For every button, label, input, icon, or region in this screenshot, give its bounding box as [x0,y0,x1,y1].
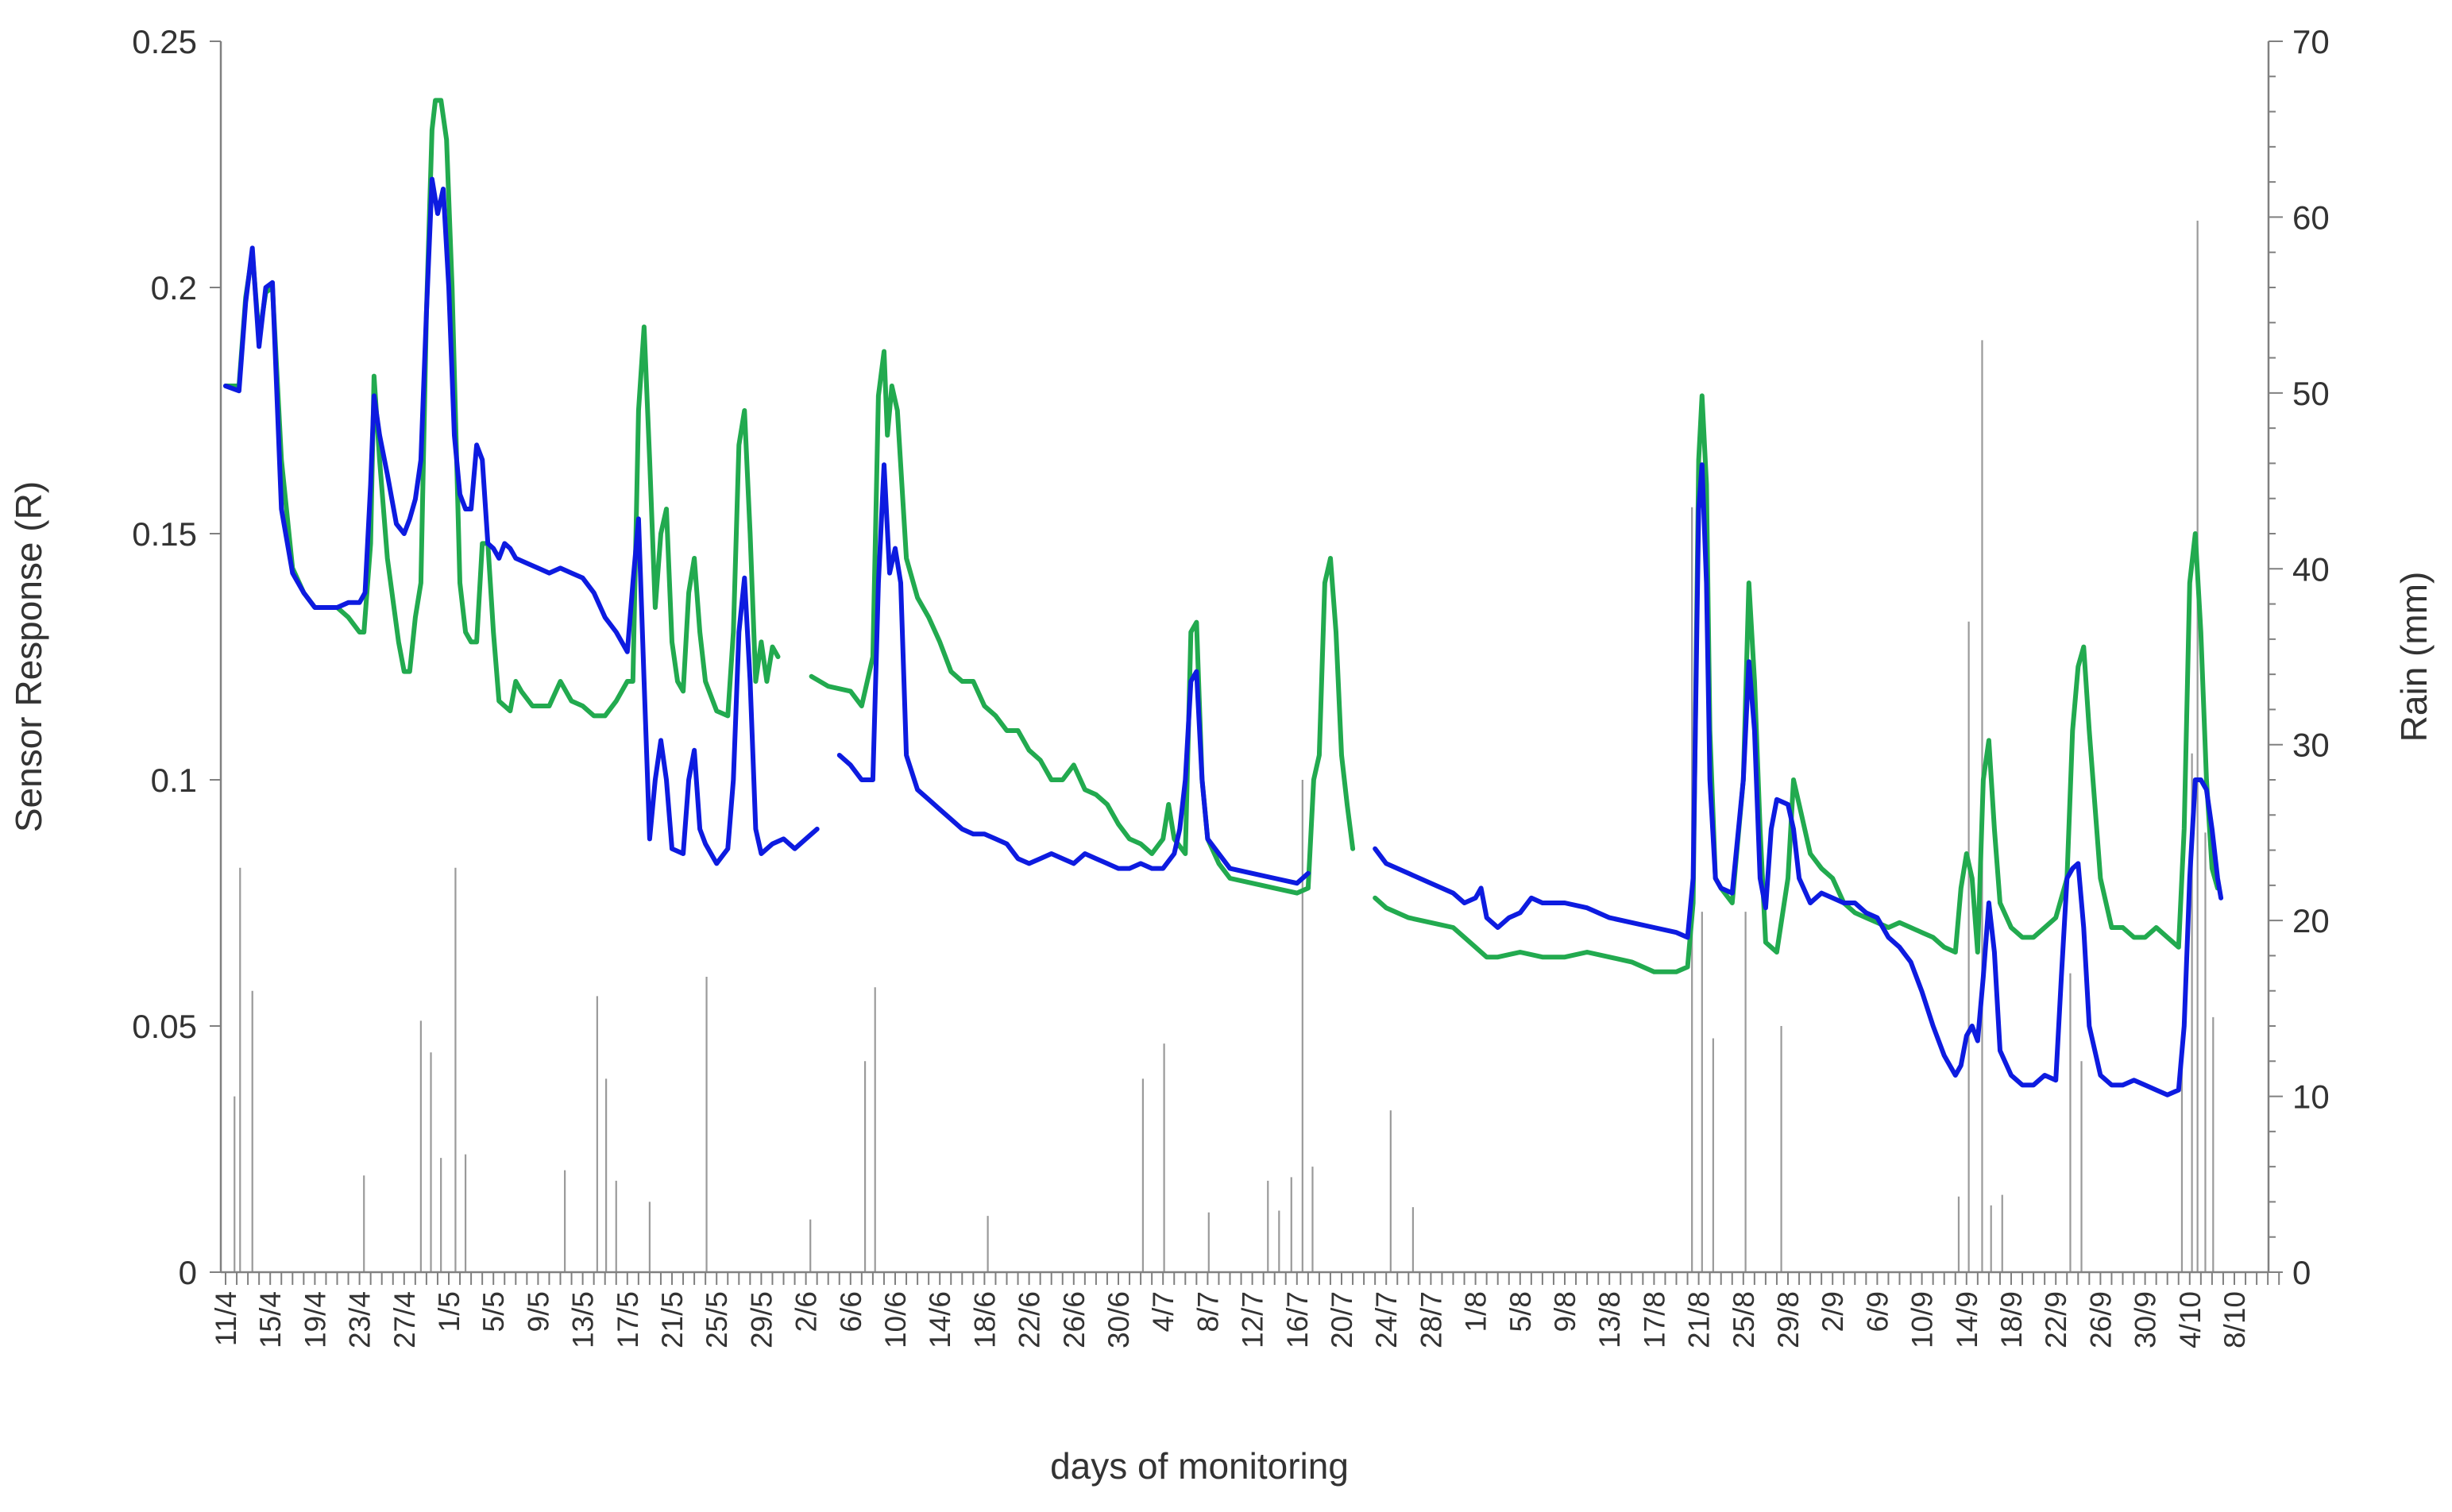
axes [219,41,2270,1274]
x-tick-label: 13/5 [567,1291,600,1348]
x-tick-label: 27/4 [388,1291,421,1348]
series-lines [223,98,2224,1097]
x-tick-label: 18/9 [1995,1291,2028,1348]
x-tick-label: 12/7 [1237,1291,1269,1348]
x-tick-label: 13/8 [1593,1291,1626,1348]
y-axis-title: Sensor Response (R) [8,481,49,832]
x-tick-label: 22/6 [1014,1291,1046,1348]
x-tick-label: 29/5 [745,1291,778,1348]
x-tick-label: 24/7 [1370,1291,1403,1348]
x-tick-label: 21/8 [1683,1291,1716,1348]
x-tick-label: 26/6 [1058,1291,1091,1348]
x-tick-label: 2/9 [1817,1291,1849,1332]
x-axis-title: days of monitoring [1050,1445,1349,1487]
x-tick-label: 25/5 [701,1291,733,1348]
x-tick-label: 22/9 [2040,1291,2072,1348]
y2-tick-label: 30 [2292,727,2330,764]
x-tick-label: 10/9 [1906,1291,1939,1348]
y2-tick-label: 50 [2292,375,2330,412]
x-axis-ticks: 11/4 15/4 19/4 23/4 27/4 1/5 5/5 9/5 13/5 17/5 21/… [210,1272,2280,1348]
y-tick-label: 0.1 [151,762,197,799]
series-2-line [223,176,820,866]
x-tick-label: 6/9 [1861,1291,1894,1332]
y-tick-label: 0.15 [132,515,197,553]
rain-bars [234,220,2215,1272]
x-tick-label: 30/6 [1102,1291,1135,1348]
x-tick-label: 19/4 [299,1291,331,1348]
y2-axis-title: Rain (mm) [2393,572,2435,742]
series-1-line [223,98,781,719]
x-tick-label: 23/4 [344,1291,376,1348]
y-tick-label: 0.05 [132,1008,197,1045]
x-tick-label: 8/10 [2218,1291,2251,1348]
left-axis-ticks: 0 0.05 0.1 0.15 0.2 0.25 [132,23,221,1291]
x-tick-label: 10/6 [879,1291,912,1348]
series-1-line [1373,393,2220,974]
series-2-line [1373,462,2224,1097]
x-tick-label: 26/9 [2084,1291,2117,1348]
series-1-line [809,349,1356,896]
x-tick-label: 9/8 [1549,1291,1581,1332]
x-tick-label: 20/7 [1326,1291,1358,1348]
right-axis-ticks: 0 10 20 30 40 50 60 70 [2269,23,2330,1291]
x-tick-label: 2/6 [790,1291,823,1332]
x-tick-label: 11/4 [210,1291,242,1346]
y2-tick-label: 20 [2292,902,2330,939]
y2-tick-label: 40 [2292,550,2330,588]
x-tick-label: 14/6 [924,1291,956,1348]
x-tick-label: 29/8 [1772,1291,1805,1348]
y-tick-label: 0.2 [151,269,197,307]
x-tick-label: 1/5 [433,1291,465,1332]
series-2-line [836,462,1311,886]
y2-tick-label: 0 [2292,1254,2311,1291]
y2-tick-label: 10 [2292,1078,2330,1116]
x-tick-label: 28/7 [1415,1291,1447,1348]
x-tick-label: 17/8 [1638,1291,1670,1348]
x-tick-label: 4/7 [1147,1291,1180,1332]
x-tick-label: 17/5 [612,1291,644,1348]
x-tick-label: 8/7 [1191,1291,1224,1332]
x-tick-label: 4/10 [2174,1291,2207,1348]
y2-tick-label: 60 [2292,199,2330,236]
x-tick-label: 14/9 [1951,1291,1983,1348]
x-tick-label: 30/9 [2130,1291,2162,1348]
x-tick-label: 18/6 [968,1291,1001,1348]
x-tick-label: 16/7 [1281,1291,1314,1348]
x-tick-label: 6/6 [835,1291,867,1332]
x-tick-label: 25/8 [1728,1291,1760,1348]
x-tick-label: 15/4 [254,1291,287,1348]
x-tick-label: 21/5 [656,1291,689,1348]
x-tick-label: 1/8 [1460,1291,1492,1332]
x-tick-label: 9/5 [522,1291,554,1332]
x-tick-label: 5/8 [1504,1291,1537,1332]
y2-tick-label: 70 [2292,23,2330,60]
x-tick-label: 5/5 [477,1291,510,1332]
y-tick-label: 0.25 [132,23,197,60]
y-tick-label: 0 [179,1254,197,1291]
